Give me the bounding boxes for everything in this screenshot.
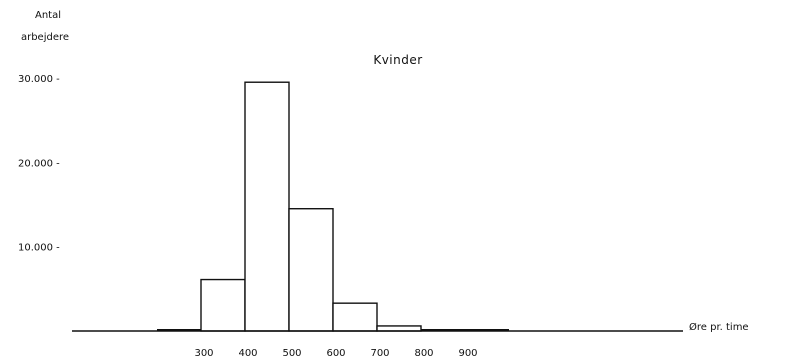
bar-600-700 [332,302,378,332]
y-tick-label-20000: 20.000 - [18,158,60,169]
x-tick-label-300: 300 [194,348,213,359]
x-tick-label-800: 800 [414,348,433,359]
y-axis-label-line-2: arbejdere [21,32,69,43]
y-axis-label: Antal arbejdere [21,10,69,43]
x-tick-label-500: 500 [282,348,301,359]
histogram-bars [157,81,509,332]
x-tick-label-900: 900 [458,348,477,359]
chart-title: Kvinder [373,53,422,67]
x-tick-label-600: 600 [326,348,345,359]
bar-700-800 [376,325,422,332]
y-axis-label-line-1: Antal [35,10,61,21]
y-tick-labels: 30.000 - 20.000 - 10.000 - [18,74,60,254]
bar-500-600 [288,208,334,332]
x-tick-label-400: 400 [238,348,257,359]
bar-400-500 [244,81,290,332]
y-tick-label-30000: 30.000 - [18,74,60,85]
bar-300-400 [200,278,246,332]
x-tick-labels: 300 400 500 600 700 800 900 [194,348,477,359]
y-tick-label-10000: 10.000 - [18,243,60,254]
x-tick-label-700: 700 [370,348,389,359]
x-axis-label: Øre pr. time [689,321,749,333]
